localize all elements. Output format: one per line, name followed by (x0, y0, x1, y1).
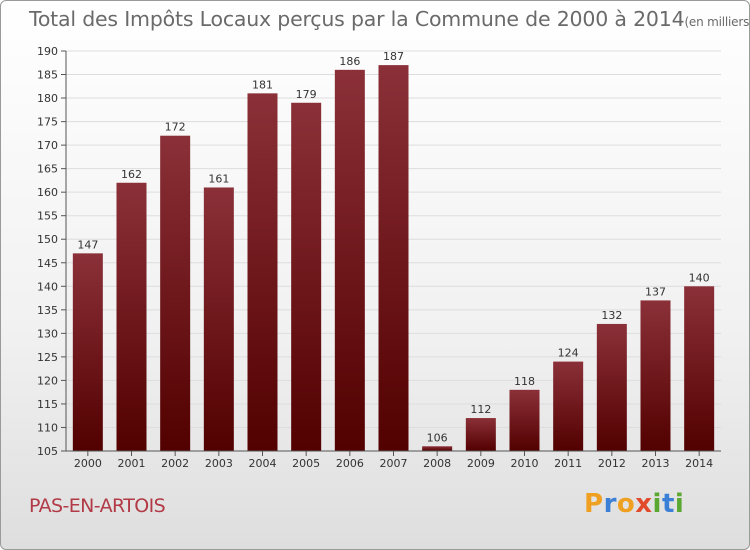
x-axis: 2000 2001 2002 2003 2004 2005 2006 2007 2008 2009… (66, 450, 721, 470)
logo-letter-2: o (616, 489, 636, 519)
data-labels: 147 162 172 161 181 179 186 187 106 112 118 124 132 1… (77, 50, 709, 444)
data-label-2008: 106 (427, 431, 448, 444)
data-label-2001: 162 (121, 168, 142, 181)
ytick-label-175: 175 (37, 116, 58, 129)
chart-title-unit: (en milliers d'€) (684, 15, 750, 29)
data-label-2010: 118 (514, 375, 535, 388)
ytick-label-140: 140 (37, 280, 58, 293)
xtick-label-2011: 2011 (554, 457, 582, 470)
logo-letter-6: i (674, 489, 685, 519)
bar-2002 (160, 135, 191, 452)
commune-name: PAS-EN-ARTOIS (29, 495, 166, 517)
ytick-label-110: 110 (37, 421, 58, 434)
data-label-2012: 132 (601, 309, 622, 322)
ytick-label-165: 165 (37, 163, 58, 176)
ytick-label-135: 135 (37, 304, 58, 317)
xtick-label-2000: 2000 (74, 457, 102, 470)
proxiti-logo[interactable]: Proxiti (584, 489, 684, 519)
logo-letter-5: t (661, 489, 675, 519)
ytick-label-170: 170 (37, 139, 58, 152)
xtick-label-2008: 2008 (423, 457, 451, 470)
bar-2010 (509, 389, 540, 451)
bar-2006 (334, 69, 365, 451)
data-label-2013: 137 (645, 285, 666, 298)
xtick-label-2006: 2006 (336, 457, 364, 470)
xtick-label-2002: 2002 (161, 457, 189, 470)
ytick-label-130: 130 (37, 327, 58, 340)
chart-title-text: Total des Impôts Locaux perçus par la Co… (29, 7, 685, 31)
bar-2000 (72, 253, 103, 451)
bar-2011 (553, 361, 584, 451)
data-label-2007: 187 (383, 50, 404, 63)
ytick-label-160: 160 (37, 186, 58, 199)
xtick-label-2005: 2005 (292, 457, 320, 470)
ytick-label-190: 190 (37, 45, 58, 58)
chart-title: Total des Impôts Locaux perçus par la Co… (29, 7, 750, 31)
bar-2003 (203, 187, 234, 451)
xtick-label-2003: 2003 (205, 457, 233, 470)
ytick-label-105: 105 (37, 445, 58, 458)
bar-2009 (465, 418, 496, 451)
ytick-label-185: 185 (37, 69, 58, 82)
bar-2013 (640, 300, 671, 451)
bar-2005 (291, 102, 322, 451)
bar-2012 (596, 323, 627, 451)
logo-letter-1: r (603, 489, 617, 519)
data-label-2006: 186 (339, 55, 360, 68)
bar-2004 (247, 93, 278, 452)
data-label-2005: 179 (296, 88, 317, 101)
data-label-2011: 124 (558, 347, 579, 360)
logo-letter-4: i (652, 489, 662, 519)
ytick-label-150: 150 (37, 233, 58, 246)
xtick-label-2009: 2009 (467, 457, 495, 470)
data-label-2009: 112 (470, 403, 491, 416)
bars (72, 65, 715, 452)
y-axis: 105 110 115 120 125 130 135 140 145 150 155 160 165 1… (37, 45, 67, 458)
ytick-label-145: 145 (37, 257, 58, 270)
data-label-2003: 161 (208, 172, 229, 185)
xtick-label-2004: 2004 (249, 457, 277, 470)
ytick-label-180: 180 (37, 92, 58, 105)
logo-letter-3: x (635, 489, 653, 519)
data-label-2004: 181 (252, 78, 273, 91)
bar-2014 (684, 286, 715, 451)
ytick-label-125: 125 (37, 351, 58, 364)
xtick-label-2010: 2010 (511, 457, 539, 470)
xtick-label-2001: 2001 (118, 457, 146, 470)
data-label-2002: 172 (165, 121, 186, 134)
bar-2001 (116, 182, 147, 451)
bar-2007 (378, 65, 409, 451)
logo-letter-0: P (584, 489, 604, 519)
ytick-label-115: 115 (37, 398, 58, 411)
ytick-label-155: 155 (37, 210, 58, 223)
bar-2008 (422, 446, 453, 451)
xtick-label-2012: 2012 (598, 457, 626, 470)
xtick-label-2007: 2007 (380, 457, 408, 470)
xtick-label-2014: 2014 (685, 457, 713, 470)
xtick-label-2013: 2013 (642, 457, 670, 470)
ytick-label-120: 120 (37, 374, 58, 387)
data-label-2014: 140 (689, 271, 710, 284)
data-label-2000: 147 (77, 238, 98, 251)
